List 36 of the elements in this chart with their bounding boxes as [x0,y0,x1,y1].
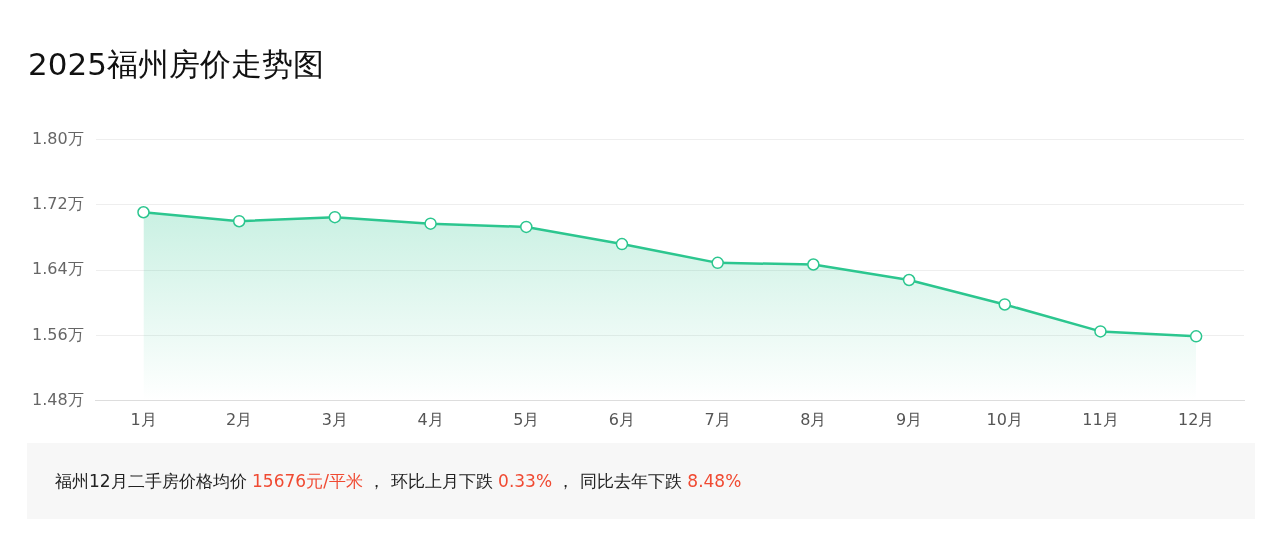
point [615,237,629,251]
point [1189,330,1203,343]
x-tick-label: 3月 [321,409,348,429]
x-tick-label: 10月 [986,409,1023,429]
point [520,220,533,234]
text: 15676元/平米 [252,471,363,491]
text: 福州12月二手房价格均价 [55,471,248,491]
x-tick-label: 11月 [1082,409,1119,429]
point [424,217,437,230]
x-tick-label: 8月 [800,409,827,429]
y-tick-label: 1.80万 [32,128,84,148]
x-tick-label: 7月 [704,409,731,429]
x-tick-label: 12月 [1177,409,1215,429]
point [998,298,1012,311]
point [328,210,342,224]
x-tick-label: 2月 [226,409,253,429]
y-tick-label: 1.56万 [32,324,84,344]
y-tick-label: 1.48万 [32,389,84,409]
point [137,206,150,219]
x-tick-label: 1月 [130,409,157,429]
text: ， 环比上月下跌 [367,471,494,491]
text: 8.48% [687,471,742,491]
text: ， 同比去年下跌 [556,471,683,491]
x-tick-label: 5月 [513,409,540,429]
point [232,214,246,228]
y-tick-label: 1.64万 [32,259,84,279]
x-tick-label: 4月 [417,409,444,429]
point [902,273,916,287]
point [807,258,820,271]
point [711,256,724,270]
point [1094,325,1107,338]
text: 0.33% [498,471,553,491]
x-tick-label: 6月 [608,409,636,429]
y-tick-label: 1.72万 [32,194,84,214]
chart-title: 2025福州房价走势图 [28,45,324,84]
x-tick-label: 9月 [895,409,923,429]
